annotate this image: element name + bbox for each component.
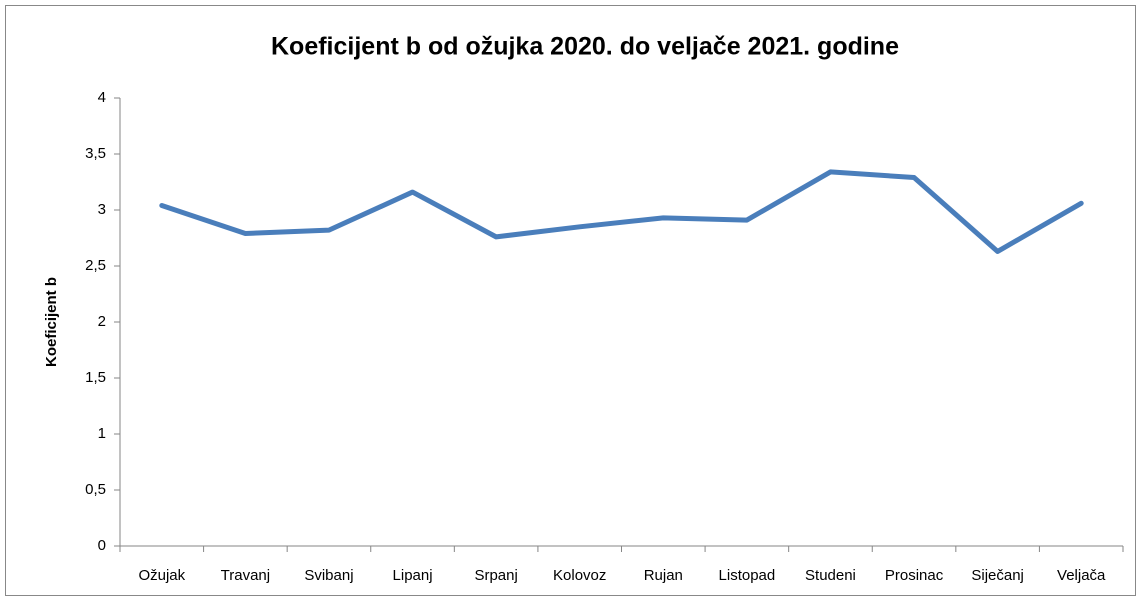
x-tick-label: Travanj	[221, 567, 270, 584]
x-tick-label: Studeni	[805, 567, 856, 584]
y-axis-label: Koeficijent b	[43, 277, 60, 367]
x-tick-label: Listopad	[719, 567, 776, 584]
y-tick-label: 0	[98, 537, 106, 554]
x-tick-label: Srpanj	[474, 567, 517, 584]
x-tick-label: Siječanj	[971, 567, 1024, 584]
y-tick-label: 1	[98, 425, 106, 442]
y-tick-label: 0,5	[85, 481, 106, 498]
y-tick-label: 1,5	[85, 369, 106, 386]
chart-border	[5, 5, 1136, 596]
x-tick-label: Rujan	[644, 567, 683, 584]
y-tick-label: 3,5	[85, 145, 106, 162]
x-tick-label: Svibanj	[304, 567, 353, 584]
chart-title: Koeficijent b od ožujka 2020. do veljače…	[271, 33, 899, 61]
x-tick-label: Lipanj	[393, 567, 433, 584]
x-tick-label: Veljača	[1057, 567, 1106, 584]
y-tick-label: 2	[98, 313, 106, 330]
x-tick-label: Kolovoz	[553, 567, 606, 584]
x-tick-label: Ožujak	[138, 567, 185, 584]
x-tick-label: Prosinac	[885, 567, 944, 584]
y-tick-label: 3	[98, 201, 106, 218]
y-tick-label: 2,5	[85, 257, 106, 274]
y-tick-label: 4	[98, 89, 106, 106]
data-line	[159, 169, 1084, 254]
